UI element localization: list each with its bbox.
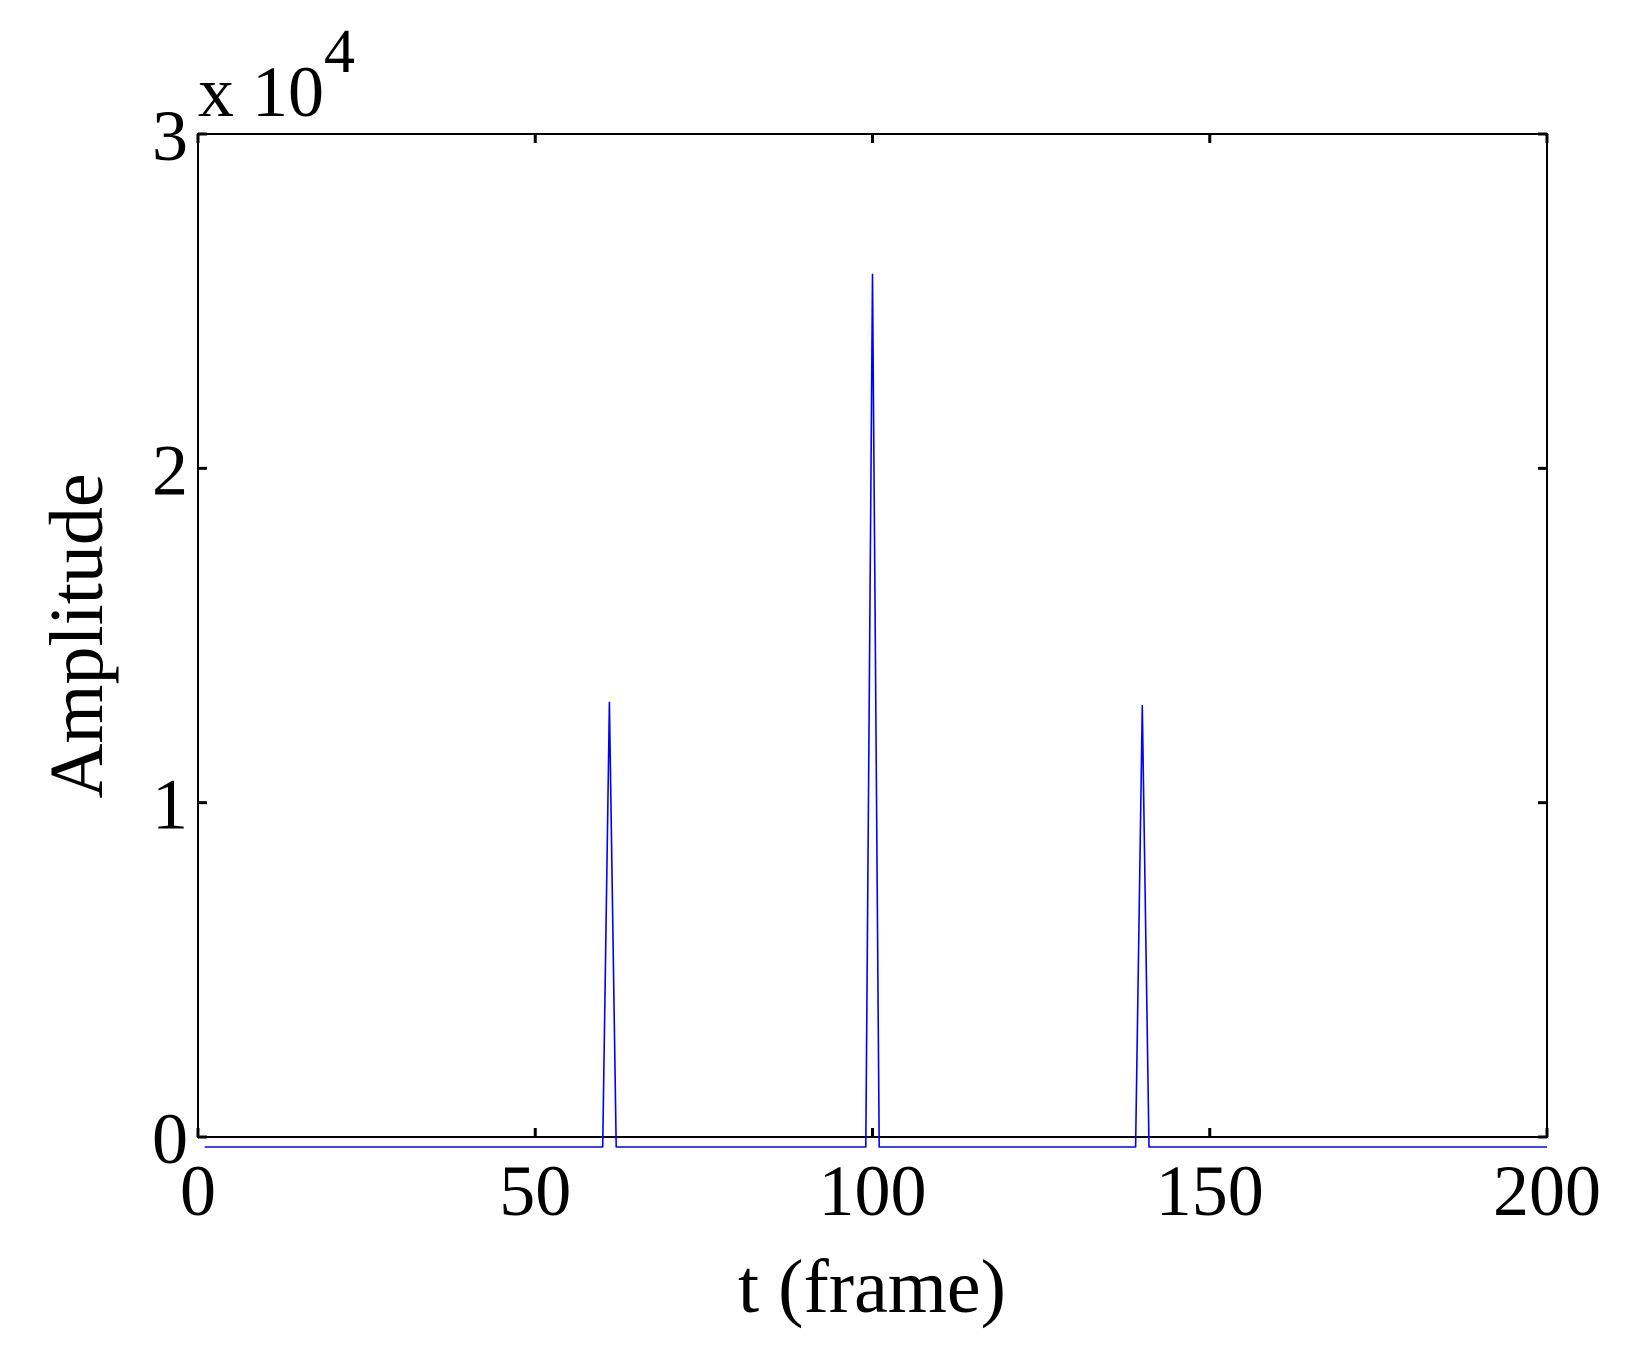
series-layer <box>204 273 1547 1148</box>
x-axis-label: t (frame) <box>738 1245 1006 1329</box>
x-tick-labels: 0 50 100 150 200 <box>180 1151 1601 1231</box>
axis-ticks <box>196 132 1549 1139</box>
y-multiplier: x 104 <box>198 18 355 132</box>
y-multiplier-base: x 10 <box>198 52 324 132</box>
x-tick-label: 50 <box>499 1151 571 1231</box>
x-tick-label: 100 <box>819 1151 927 1231</box>
y-tick-label: 3 <box>152 96 188 176</box>
x-tick-label: 150 <box>1156 1151 1264 1231</box>
x-tick-label: 0 <box>180 1151 216 1231</box>
y-tick-labels: 0 1 2 3 <box>152 96 188 1179</box>
y-tick-label: 1 <box>152 765 188 845</box>
x-tick-label: 200 <box>1493 1151 1601 1231</box>
y-multiplier-exponent: 4 <box>324 18 355 86</box>
y-tick-label: 2 <box>152 430 188 510</box>
y-axis-label: Amplitude <box>35 473 119 798</box>
series-line-1 <box>204 273 1547 1148</box>
y-tick-label: 0 <box>152 1099 188 1179</box>
